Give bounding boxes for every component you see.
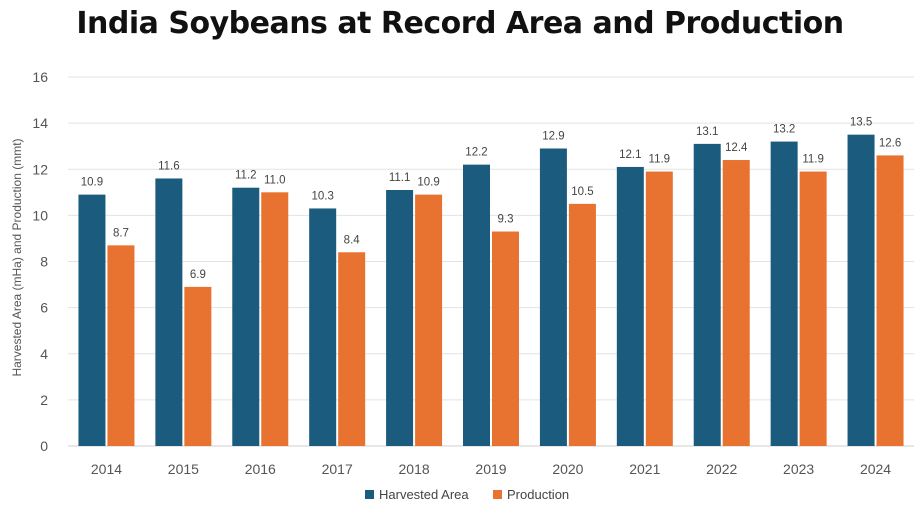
data-label: 12.2	[465, 147, 487, 159]
y-tick-label: 2	[40, 392, 48, 408]
data-label: 13.1	[696, 126, 718, 138]
bar-production	[645, 171, 673, 446]
y-tick-label: 0	[40, 438, 48, 454]
y-tick-label: 12	[32, 161, 48, 177]
data-label: 11.9	[649, 154, 671, 166]
bar-production	[107, 245, 135, 446]
data-label: 11.2	[235, 170, 257, 182]
data-label: 10.9	[417, 177, 439, 189]
bar-production	[568, 203, 596, 446]
y-tick-label: 6	[40, 300, 48, 316]
bar-production	[799, 171, 827, 446]
y-tick-label: 4	[40, 346, 48, 362]
data-label: 12.6	[879, 137, 901, 149]
bar-harvested-area	[309, 208, 337, 446]
x-tick-label: 2018	[399, 461, 430, 477]
data-label: 12.4	[725, 142, 748, 154]
x-tick-label: 2020	[552, 461, 583, 477]
data-label: 12.1	[619, 149, 641, 161]
data-label: 12.9	[542, 130, 564, 142]
data-label: 6.9	[190, 269, 206, 281]
data-label: 10.3	[311, 190, 333, 202]
bar-harvested-area	[386, 190, 414, 446]
x-tick-label: 2016	[245, 461, 276, 477]
x-tick-label: 2014	[91, 461, 122, 477]
data-label: 11.0	[264, 174, 286, 186]
data-label: 10.9	[81, 177, 103, 189]
bar-production	[338, 252, 366, 446]
y-tick-label: 10	[32, 207, 48, 223]
y-tick-label: 14	[32, 115, 48, 131]
x-tick-label: 2021	[629, 461, 660, 477]
data-label: 9.3	[498, 214, 514, 226]
bar-harvested-area	[463, 164, 490, 446]
y-axis-title: Harvested Area (mHa) and Production (mmt…	[10, 138, 24, 376]
bar-harvested-area	[155, 178, 183, 446]
data-label: 11.6	[158, 160, 180, 172]
bar-production	[492, 231, 519, 446]
data-label: 8.7	[113, 227, 129, 239]
legend-label: Production	[507, 487, 569, 502]
bar-harvested-area	[78, 194, 106, 446]
bar-harvested-area	[693, 143, 721, 446]
bar-harvested-area	[847, 134, 875, 446]
bar-production	[184, 286, 212, 446]
legend-swatch	[365, 490, 374, 499]
x-tick-label: 2024	[860, 461, 891, 477]
data-label: 13.2	[773, 124, 795, 136]
data-label: 10.5	[571, 186, 593, 198]
bar-harvested-area	[232, 187, 260, 446]
x-tick-label: 2022	[706, 461, 737, 477]
legend-swatch	[493, 490, 502, 499]
bar-harvested-area	[770, 141, 798, 446]
data-label: 11.9	[802, 154, 824, 166]
x-tick-label: 2015	[168, 461, 199, 477]
data-label: 13.5	[850, 117, 872, 129]
chart-title: India Soybeans at Record Area and Produc…	[76, 6, 844, 41]
bar-production	[722, 160, 750, 446]
bar-production	[876, 155, 904, 446]
data-label: 8.4	[344, 234, 361, 246]
data-label: 11.1	[389, 172, 411, 184]
x-tick-label: 2017	[322, 461, 353, 477]
bar-harvested-area	[539, 148, 567, 446]
bar-harvested-area	[616, 166, 644, 446]
y-tick-label: 8	[40, 254, 48, 270]
x-tick-label: 2019	[475, 461, 506, 477]
bar-production	[415, 194, 443, 446]
bar-production	[261, 192, 289, 446]
legend-label: Harvested Area	[379, 487, 469, 502]
y-tick-label: 16	[32, 69, 48, 85]
x-tick-label: 2023	[783, 461, 814, 477]
